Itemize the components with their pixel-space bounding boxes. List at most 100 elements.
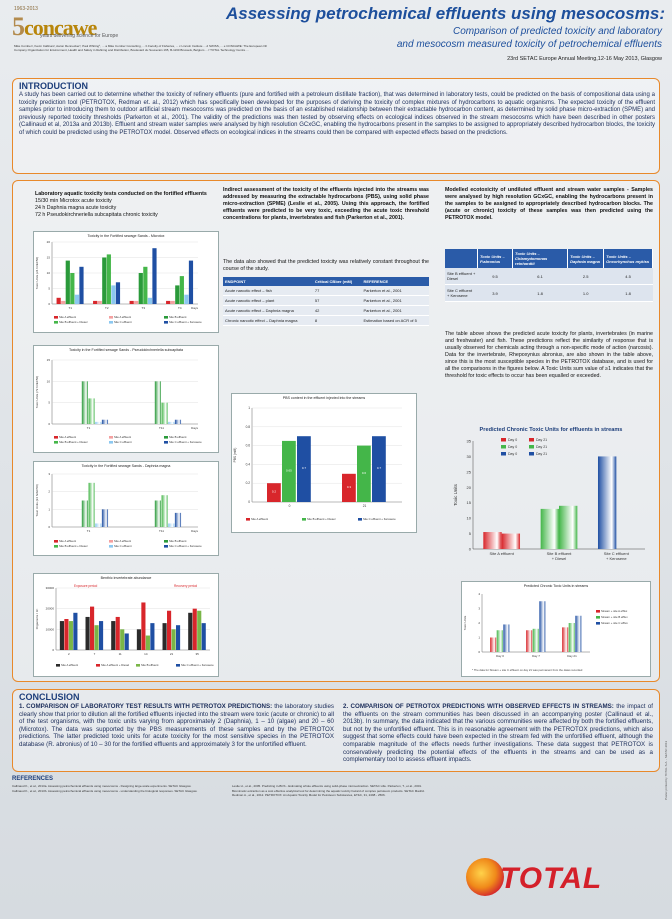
table-header: ENDPOINT — [223, 277, 313, 286]
legend-label: Site A effluent — [59, 539, 76, 543]
y-tick-label: 5 — [48, 401, 50, 405]
y-tick-label: 0 — [48, 422, 50, 426]
bar — [357, 445, 371, 502]
bar — [161, 402, 168, 424]
legend-label: Site A effluent — [59, 315, 76, 319]
bar — [539, 601, 546, 652]
legend-swatch — [164, 441, 168, 444]
y-tick-label: 0 — [52, 648, 54, 652]
legend-swatch — [54, 316, 58, 319]
table-cell: 9.5 — [477, 268, 513, 285]
x-tick-label: T1 — [68, 306, 72, 310]
chart-svg: 0 5 10 15 T1 T11 Toxic Units (72 hr/EC50) Days S… — [35, 358, 202, 444]
total-logo-icon — [466, 858, 504, 896]
legend-label: Site B effluent + Diesel — [59, 544, 88, 548]
bar — [111, 285, 116, 304]
table-row: Site C effluent + Kerosene 3.9 1.8 1.0 1.8 — [445, 284, 653, 302]
x-axis-label: Days — [191, 529, 198, 533]
bar — [115, 282, 121, 304]
legend-swatch — [54, 540, 58, 543]
bar — [297, 436, 311, 502]
bar — [74, 294, 80, 304]
bar — [97, 300, 102, 304]
endpoint-table: ENDPOINT Critical CBber (mM) REFERENCE Acu… — [223, 277, 429, 326]
legend-label: Site A effluent — [251, 517, 268, 521]
bar — [120, 629, 125, 650]
y-tick-label: 1 — [248, 406, 250, 410]
y-tick-label: 10 — [47, 271, 51, 275]
bar — [106, 254, 111, 304]
bar — [188, 612, 193, 650]
table-row: Acute narcotic effect – plant 57 Parkerton… — [223, 295, 429, 306]
table-cell: 8 — [312, 315, 362, 326]
table-header: Toxic Units – Chlamydomonas reinhardtii — [512, 249, 569, 268]
x-tick-label: + Diesel — [552, 556, 567, 561]
legend-label: Day 0 — [508, 445, 517, 449]
y-tick-label: 25 — [467, 469, 472, 474]
legend-label: Site C effluent + Kerosene — [363, 517, 396, 521]
bar — [267, 483, 281, 502]
table-cell: 1.0 — [567, 284, 604, 302]
y-tick-label: 1 — [478, 636, 480, 640]
x-tick-label: Site B effluent — [547, 551, 573, 556]
y-axis-label: Toxic Units — [463, 615, 467, 630]
poster-title: Assessing petrochemical effluents using … — [226, 4, 665, 23]
legend-label: Site A effluent — [114, 539, 131, 543]
y-tick-label: 20000 — [46, 607, 55, 611]
legend-swatch — [164, 545, 168, 548]
bar — [136, 629, 141, 650]
table-cell: 4.5 — [603, 268, 653, 285]
legend-swatch — [246, 518, 250, 521]
bar — [179, 276, 184, 304]
bar — [496, 630, 503, 652]
chart-title: Toxicity in the Fortified sewage Sands -… — [81, 464, 171, 468]
chart-svg: 0 1 2 3 4 Day 0 Day 7 Day 21 Toxic Units Stream +… — [463, 592, 628, 658]
bar — [188, 260, 194, 304]
y-tick-label: 5 — [48, 287, 50, 291]
bar — [101, 509, 109, 527]
y-axis-label: Toxic Units — [453, 483, 458, 506]
bar — [168, 421, 175, 424]
table-cell: Parkerton et al., 2001 — [361, 295, 429, 306]
bar — [166, 300, 171, 304]
legend-swatch — [302, 518, 306, 521]
bar — [147, 297, 153, 304]
chart-svg: 0 5 10 15 20 T1 T2 T3 T4 Toxic Units (24 hr/EC50)… — [35, 240, 202, 324]
chart-title: Benthic invertebrate abundance — [100, 576, 152, 580]
table-cell: 1.8 — [512, 284, 568, 302]
legend-swatch — [596, 616, 600, 619]
y-axis-label: PBS (mM) — [233, 448, 237, 463]
x-tick-label: + Kerosene — [606, 556, 627, 561]
legend-label: Site A effluent — [61, 663, 78, 667]
bar — [540, 508, 559, 549]
chart-title: PBS content in the effluent injected int… — [282, 396, 366, 400]
bar — [184, 294, 189, 304]
y-tick-label: 10 — [47, 379, 51, 383]
chart-svg: 0 10000 20000 30000 2 7 11 14 21 35 Organisms / m²… — [35, 586, 214, 667]
table-header — [445, 249, 478, 268]
legend-label: Site C effluent + Kerosene — [181, 663, 214, 667]
table-cell: Estimation based on ACR of 5 — [361, 315, 429, 326]
bar — [93, 300, 98, 304]
legend-swatch — [136, 664, 140, 667]
legend-swatch — [164, 436, 168, 439]
bar — [145, 635, 150, 650]
bar — [559, 505, 578, 549]
legend-label: Site A effluent + Diesel — [101, 663, 129, 667]
bar — [568, 623, 575, 652]
chart-svg: 0 1 2 3 T1 T11 Toxic Units (24 hr/EC50) Days Sit… — [35, 472, 202, 548]
x-tick-label: 14 — [144, 652, 148, 656]
table-cell: Parkerton et al., 2001 — [361, 305, 429, 316]
legend-label: Day 21 — [536, 452, 547, 456]
y-axis-label: Toxic Units (24 hr/EC50) — [35, 257, 39, 290]
legend-swatch — [164, 321, 168, 324]
bar — [168, 523, 175, 527]
pbs-chart: PBS content in the effluent injected int… — [231, 393, 417, 533]
conclusion-left: 1. COMPARISON OF LABORATORY TEST RESULTS… — [19, 703, 334, 748]
legend-swatch — [109, 316, 113, 319]
side-print-text: Poster printed by TOTAL S.A. - SETAC 201… — [664, 740, 668, 800]
table-cell: Site B effluent + Diesel — [445, 268, 478, 285]
table-cell: Parkerton et al., 2001 — [361, 286, 429, 296]
bar — [532, 628, 539, 652]
